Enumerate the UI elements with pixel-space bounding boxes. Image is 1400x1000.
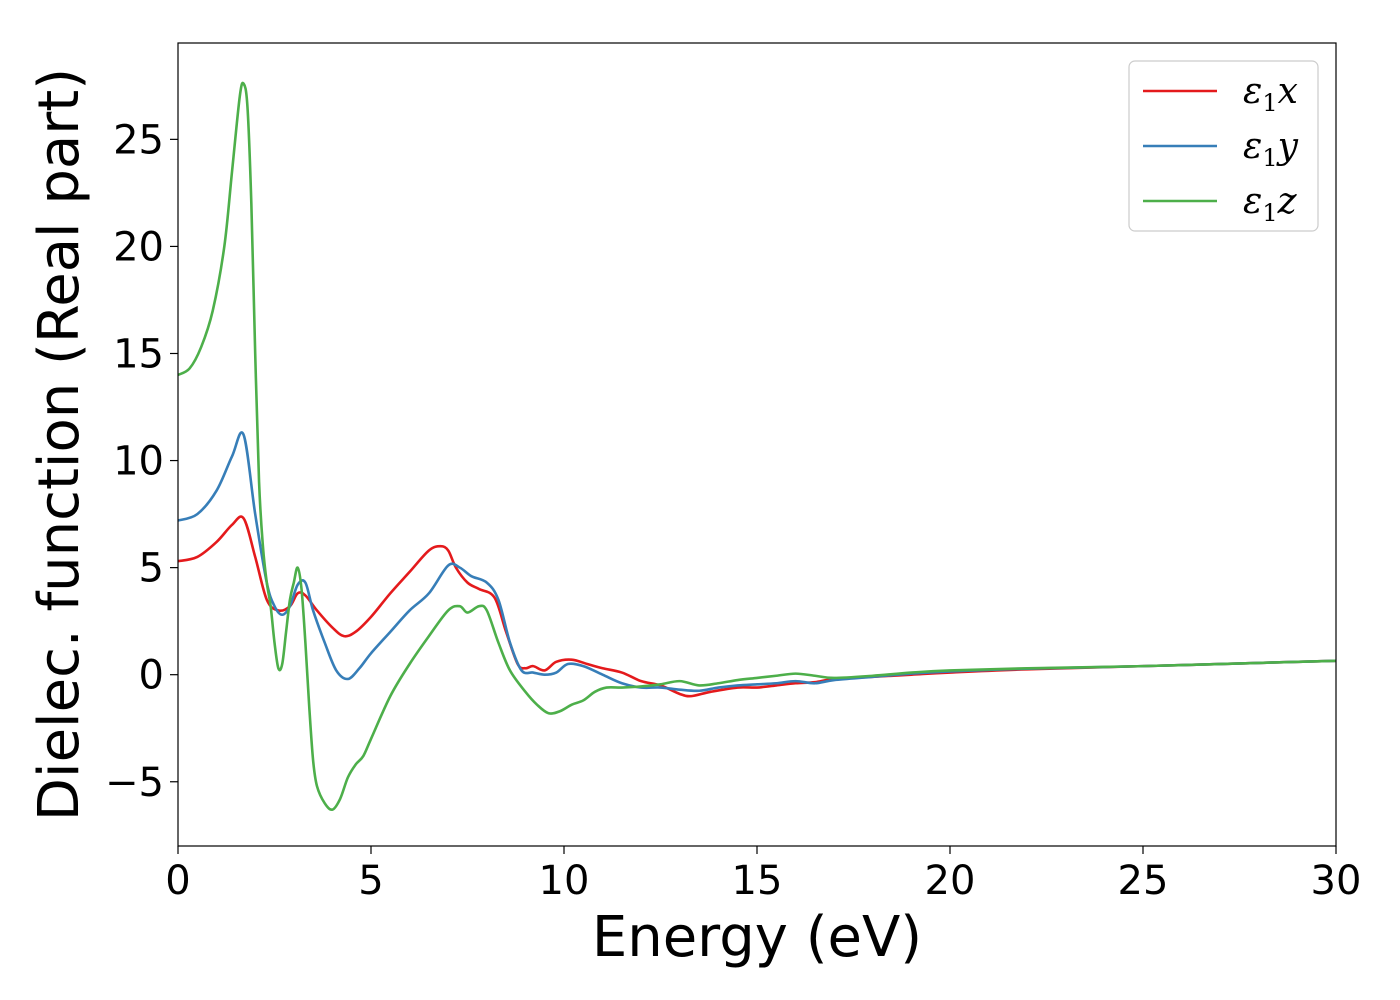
y-tick-label: 0: [139, 653, 164, 699]
x-tick-label: 0: [165, 858, 190, 904]
series-line-y: [178, 431, 1336, 693]
y-tick-label: 20: [113, 224, 164, 270]
legend-label-z: ε1z: [1243, 181, 1298, 227]
y-axis-ticks: −5 0 5 10 15 20 25: [105, 117, 178, 806]
series-line-x: [178, 515, 1336, 698]
x-tick-label: 15: [732, 858, 783, 904]
series-line-z: [178, 81, 1336, 811]
y-tick-label: 15: [113, 331, 164, 377]
y-axis-title: Dielec. function (Real part): [27, 68, 92, 821]
legend-label-y: ε1y: [1243, 126, 1299, 172]
plot-area: [178, 81, 1336, 811]
x-tick-label: 30: [1311, 858, 1362, 904]
x-tick-label: 25: [1118, 858, 1169, 904]
x-axis-title: Energy (eV): [592, 905, 922, 970]
x-tick-label: 5: [358, 858, 383, 904]
y-tick-label: −5: [105, 760, 164, 806]
legend-box: [1128, 60, 1319, 232]
y-tick-label: 25: [113, 117, 164, 163]
legend: ε1x ε1y ε1z: [1128, 60, 1319, 232]
y-tick-label: 10: [113, 439, 164, 485]
x-tick-label: 20: [925, 858, 976, 904]
y-tick-label: 5: [139, 546, 164, 592]
plot-frame: [177, 42, 1337, 847]
legend-label-x: ε1x: [1243, 71, 1298, 117]
x-axis-ticks: 0 5 10 15 20 25 30: [165, 846, 1361, 904]
x-tick-label: 10: [539, 858, 590, 904]
